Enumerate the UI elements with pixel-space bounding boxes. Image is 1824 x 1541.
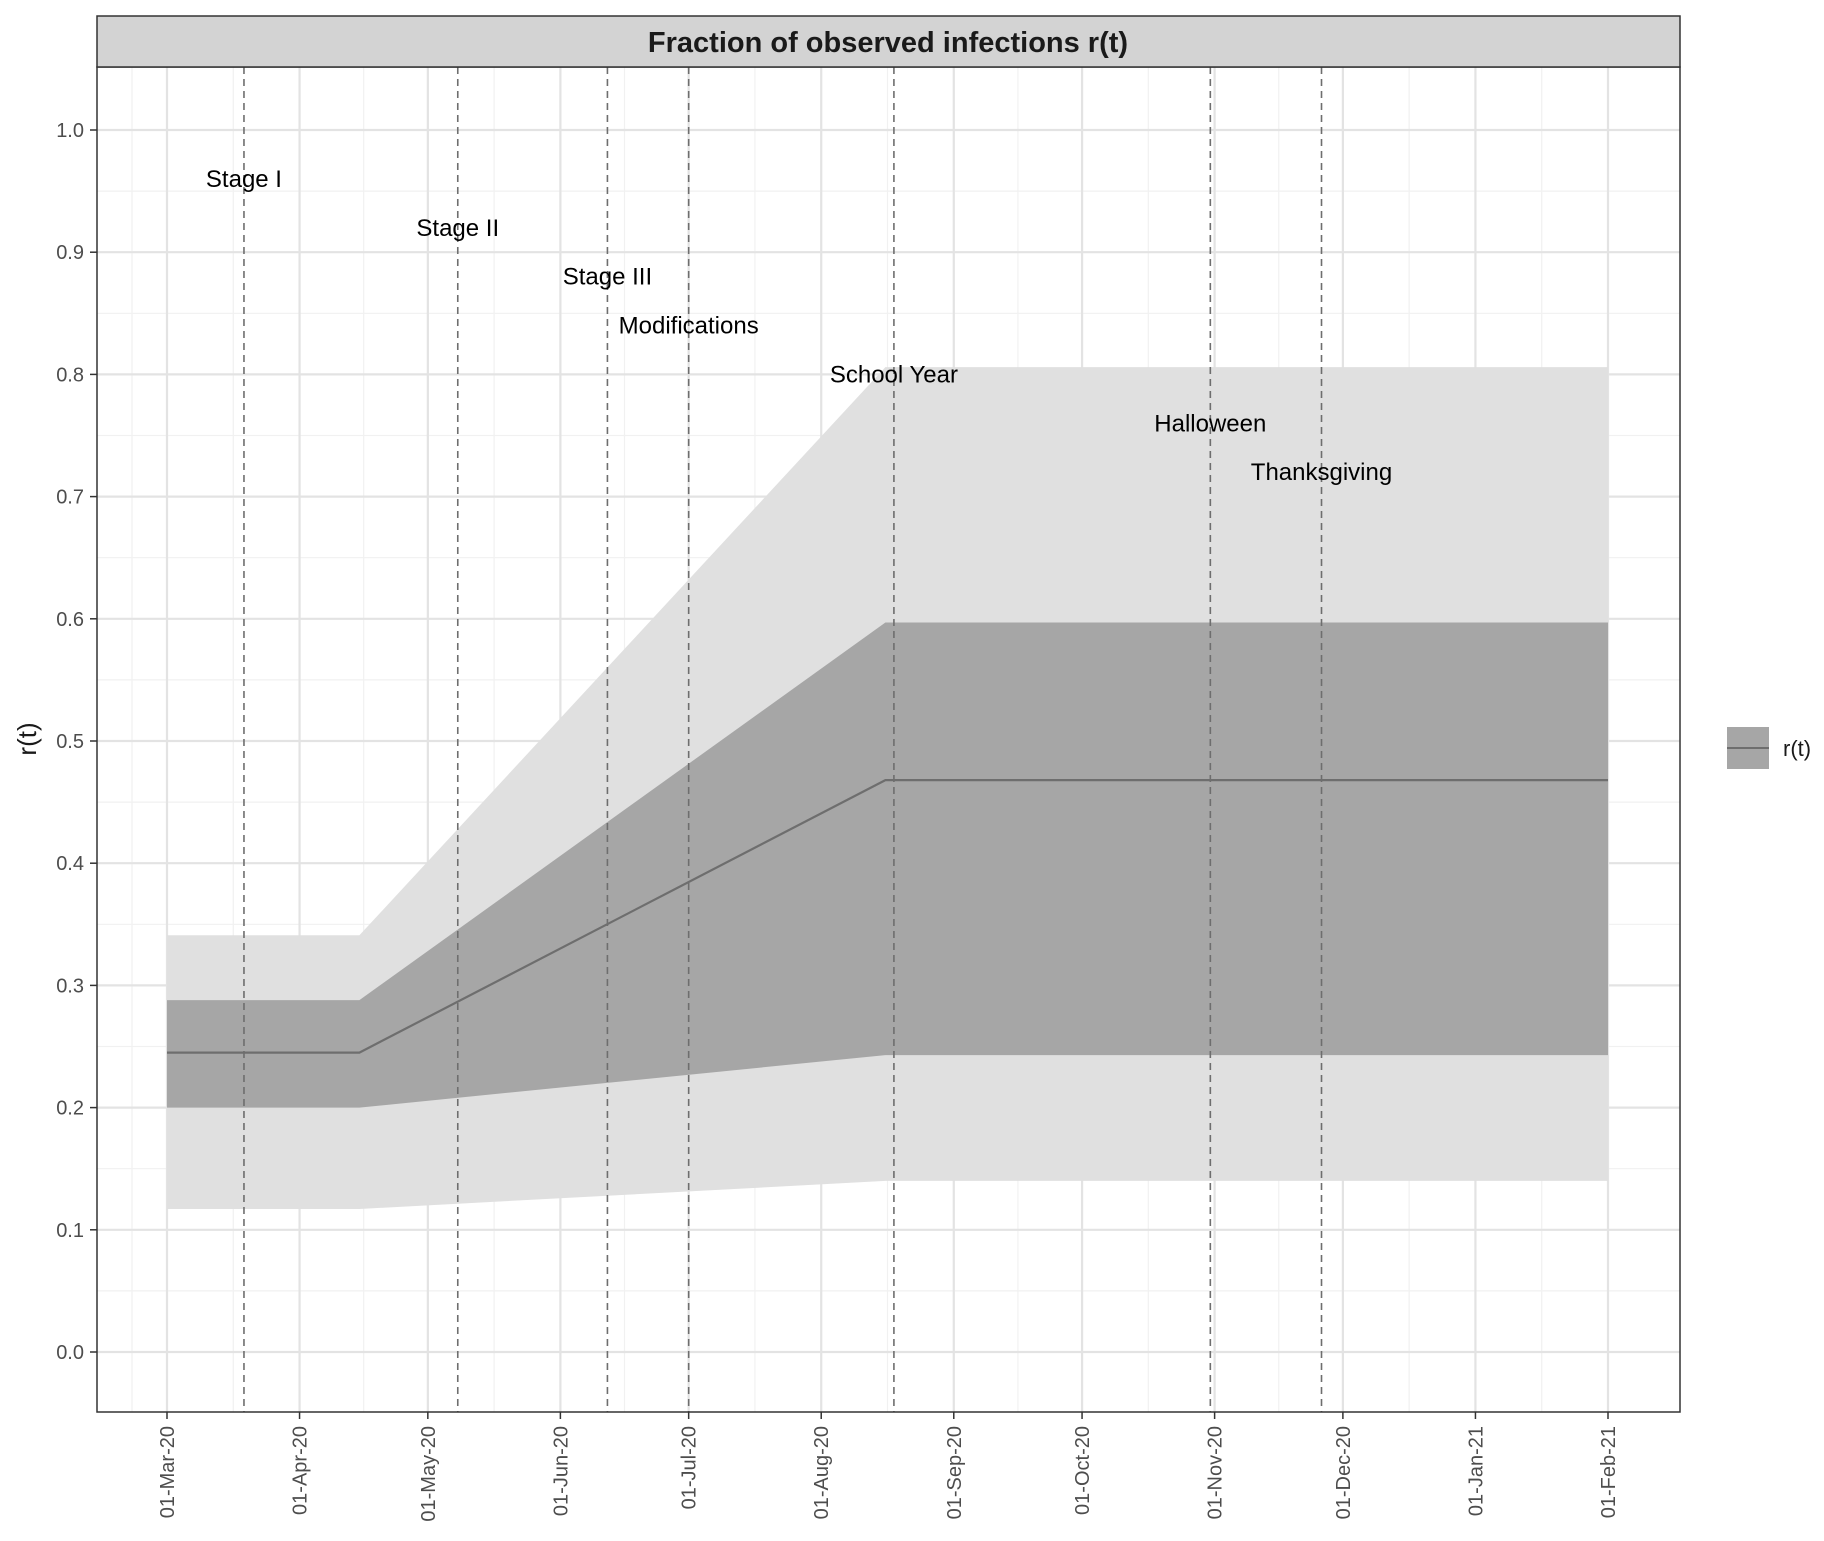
y-axis-label: r(t) xyxy=(12,722,42,755)
x-tick-label: 01-Mar-20 xyxy=(157,1426,179,1518)
x-tick-label: 01-Jul-20 xyxy=(679,1426,701,1509)
event-label: Thanksgiving xyxy=(1251,459,1392,486)
y-tick-label: 0.5 xyxy=(56,731,84,753)
event-label: Halloween xyxy=(1154,410,1266,437)
y-tick-label: 0.1 xyxy=(56,1220,84,1242)
event-label: Stage III xyxy=(563,264,652,291)
y-tick-label: 0.2 xyxy=(56,1098,84,1120)
x-tick-label: 01-Nov-20 xyxy=(1205,1426,1227,1519)
y-tick-label: 0.9 xyxy=(56,242,84,264)
y-tick-label: 1.0 xyxy=(56,120,84,142)
strip: Fraction of observed infections r(t) xyxy=(97,16,1680,67)
y-tick-label: 0.7 xyxy=(56,487,84,509)
chart-title: Fraction of observed infections r(t) xyxy=(648,27,1128,59)
event-label: Modifications xyxy=(619,313,759,340)
legend-label: r(t) xyxy=(1783,736,1811,761)
x-tick-label: 01-Dec-20 xyxy=(1333,1426,1355,1519)
x-tick-label: 01-Feb-21 xyxy=(1598,1426,1620,1518)
y-tick-label: 0.4 xyxy=(56,853,84,875)
x-tick-label: 01-Oct-20 xyxy=(1072,1426,1094,1515)
y-tick-label: 0.8 xyxy=(56,364,84,386)
x-tick-label: 01-May-20 xyxy=(418,1426,440,1522)
y-tick-label: 0.6 xyxy=(56,609,84,631)
y-tick-label: 0.0 xyxy=(56,1342,84,1364)
event-label: School Year xyxy=(830,361,958,388)
x-tick-label: 01-Jun-20 xyxy=(550,1426,572,1516)
x-tick-label: 01-Sep-20 xyxy=(944,1426,966,1519)
x-tick-label: 01-Aug-20 xyxy=(811,1426,833,1519)
x-tick-label: 01-Jan-21 xyxy=(1465,1426,1487,1516)
event-label: Stage I xyxy=(206,166,282,193)
x-tick-label: 01-Apr-20 xyxy=(290,1426,312,1515)
y-tick-label: 0.3 xyxy=(56,975,84,997)
event-label: Stage II xyxy=(416,215,499,242)
